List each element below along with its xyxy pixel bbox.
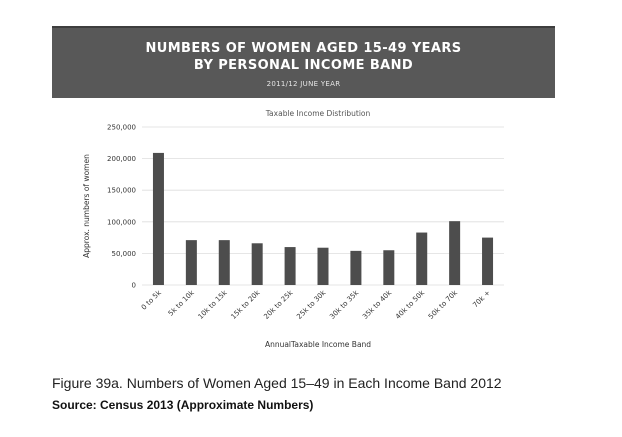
header-title: NUMBERS OF WOMEN AGED 15-49 YEARS BY PER…: [145, 41, 462, 73]
bar: [350, 250, 362, 285]
y-axis-label: Approx. numbers of women: [82, 154, 91, 258]
y-tick-label: 200,000: [107, 155, 136, 163]
x-tick-label: 25k to 30k: [295, 288, 328, 321]
x-tick-label: 10k to 15k: [197, 288, 230, 321]
x-tick-label: 5k to 10k: [167, 288, 197, 318]
chart-header-band: NUMBERS OF WOMEN AGED 15-49 YEARS BY PER…: [52, 26, 555, 98]
y-tick-label: 250,000: [107, 124, 136, 132]
bar: [251, 243, 263, 285]
y-tick-label: 0: [132, 282, 136, 290]
bar: [284, 247, 296, 285]
x-tick-label: 30k to 35k: [328, 288, 361, 321]
bars: [152, 152, 494, 285]
y-tick-label: 50,000: [112, 250, 137, 258]
bar: [152, 152, 164, 285]
bar: [383, 250, 395, 285]
x-tick-label: 0 to 5k: [140, 288, 164, 312]
figure-caption: Figure 39a. Numbers of Women Aged 15–49 …: [52, 375, 502, 391]
bar: [416, 232, 428, 285]
y-tick-label: 150,000: [107, 187, 136, 195]
bar: [449, 221, 461, 285]
bar: [317, 247, 329, 285]
x-tick-label: 35k to 40k: [361, 288, 394, 321]
x-tick-label: 70k +: [471, 289, 492, 310]
header-subtitle: 2011/12 JUNE YEAR: [266, 80, 341, 88]
x-tick-labels: 0 to 5k 5k to 10k 10k to 15k 15k to 20k 20k …: [140, 288, 492, 321]
bar: [482, 237, 494, 285]
x-tick-label: 50k to 70k: [427, 288, 460, 321]
chart-title: Taxable Income Distribution: [265, 109, 371, 118]
bar: [185, 240, 197, 285]
figure-source: Source: Census 2013 (Approximate Numbers…: [52, 398, 314, 412]
x-tick-label: 15k to 20k: [229, 288, 262, 321]
y-tick-labels: 0 50,000 100,000 150,000 200,000 250,000: [107, 124, 136, 290]
x-tick-label: 40k to 50k: [394, 288, 427, 321]
x-axis-label: AnnualTaxable Income Band: [265, 340, 371, 349]
x-tick-label: 20k to 25k: [262, 288, 295, 321]
bar: [218, 240, 230, 285]
y-tick-label: 100,000: [107, 218, 136, 226]
